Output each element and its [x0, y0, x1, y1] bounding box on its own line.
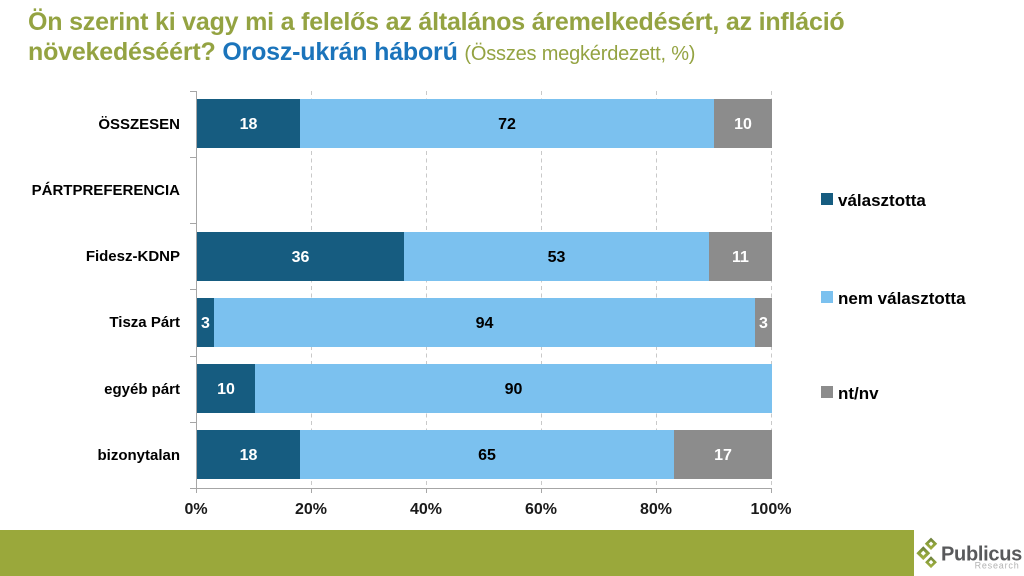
svg-text:Research: Research: [975, 561, 1020, 571]
svg-text:Publicus: Publicus: [941, 544, 1022, 566]
